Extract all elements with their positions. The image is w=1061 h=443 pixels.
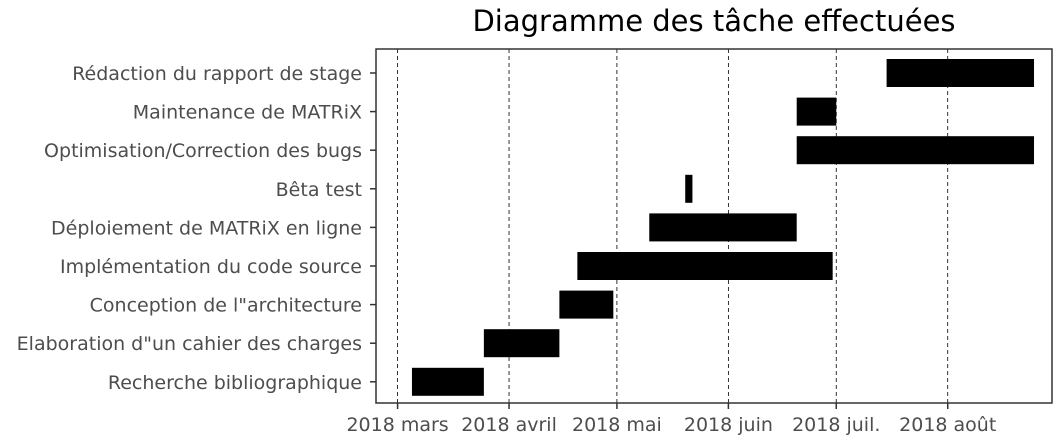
x-tick-label-1: 2018 avril xyxy=(461,414,557,436)
task-label-4: Déploiement de MATRiX en ligne xyxy=(51,217,362,239)
task-bar-7 xyxy=(483,329,560,358)
task-label-2: Optimisation/Correction des bugs xyxy=(44,140,362,162)
task-label-6: Conception de l"architecture xyxy=(90,295,362,317)
task-label-7: Elaboration d"un cahier des charges xyxy=(17,333,362,355)
y-axis: Rédaction du rapport de stage Maintenance… xyxy=(17,63,376,394)
task-bar-1 xyxy=(796,97,837,126)
task-label-1: Maintenance de MATRiX xyxy=(133,102,362,124)
task-bar-5 xyxy=(577,252,833,280)
task-label-3: Bêta test xyxy=(276,179,362,201)
x-tick-label-3: 2018 juin xyxy=(684,414,773,436)
task-bar-2 xyxy=(796,136,1035,165)
plot-panel-border xyxy=(375,48,1053,404)
task-label-8: Recherche bibliographique xyxy=(108,372,362,394)
x-tick-label-2: 2018 mai xyxy=(572,414,662,436)
task-bar-4 xyxy=(649,213,797,242)
task-label-5: Implémentation du code source xyxy=(60,256,362,278)
x-tick-label-5: 2018 août xyxy=(899,414,996,436)
x-tick-label-4: 2018 juil. xyxy=(792,414,880,436)
task-bar-3 xyxy=(685,174,693,203)
task-label-0: Rédaction du rapport de stage xyxy=(72,63,362,85)
x-tick-label-0: 2018 mars xyxy=(346,414,448,436)
task-bar-8 xyxy=(411,367,484,396)
chart-title: Diagramme des tâche effectuées xyxy=(472,4,955,38)
task-bars xyxy=(411,59,1035,396)
task-bar-0 xyxy=(886,59,1035,87)
x-axis: 2018 mars 2018 avril 2018 mai 2018 juin 2018… xyxy=(346,403,996,436)
task-bar-6 xyxy=(559,290,614,319)
